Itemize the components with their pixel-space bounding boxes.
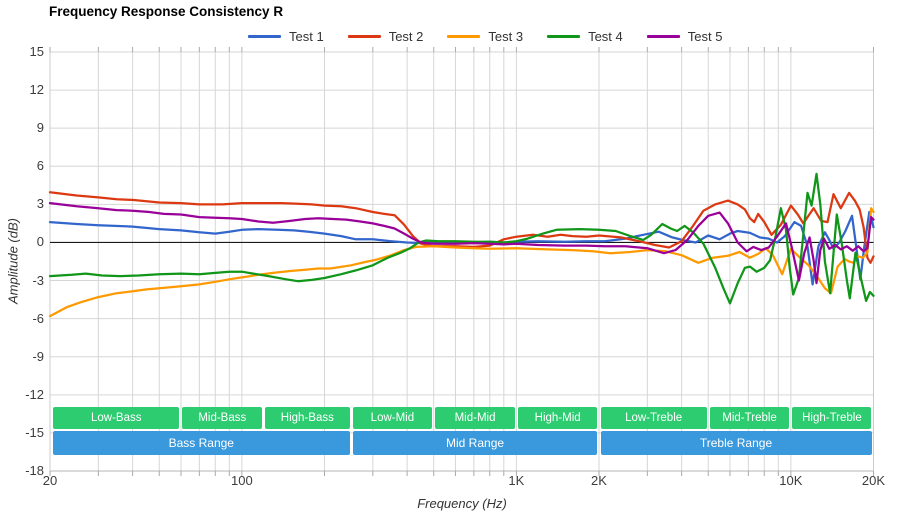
x-axis-title: Frequency (Hz): [417, 496, 507, 511]
y-axis-title: Amplitude (dB): [5, 218, 21, 304]
y-tick-label: -9: [32, 348, 44, 364]
y-tick-label: 15: [29, 44, 44, 59]
legend-item-test-1: Test 1: [248, 29, 324, 44]
y-tick-label: -18: [25, 463, 44, 478]
y-tick-label: -6: [32, 310, 44, 326]
x-tick-label: 10K: [779, 473, 803, 488]
y-tick-label: 9: [36, 120, 44, 136]
legend-line-swatch: [447, 35, 481, 38]
legend-label: Test 1: [289, 29, 324, 44]
legend-label: Test 3: [488, 29, 524, 44]
legend-item-test-4: Test 4: [547, 29, 623, 44]
y-tick-label: -12: [25, 386, 44, 402]
y-tick-label: 6: [36, 158, 44, 174]
x-tick-label: 2K: [591, 473, 607, 488]
band-low-treble: Low-Treble: [600, 407, 707, 429]
x-tick-label: 20: [42, 473, 58, 488]
legend-label: Test 2: [388, 29, 424, 44]
legend-line-swatch: [646, 35, 680, 38]
legend-line-swatch: [347, 35, 381, 38]
series-line-test-3: [48, 207, 875, 318]
y-tick-label: -15: [25, 424, 44, 440]
band-bass-range: Bass Range: [53, 431, 350, 455]
y-tick-label: -3: [32, 272, 44, 288]
band-low-mid: Low-Mid: [352, 407, 433, 429]
y-tick-label: 12: [29, 82, 44, 98]
y-tick-label: 0: [36, 234, 44, 250]
band-mid-bass: Mid-Bass: [182, 407, 263, 429]
band-high-mid: High-Mid: [517, 407, 598, 429]
band-treble-range: Treble Range: [600, 431, 872, 455]
chart-title: Frequency Response Consistency R: [49, 4, 284, 19]
band-high-treble: High-Treble: [792, 407, 872, 429]
legend: Test 1 Test 2 Test 3 Test 4 Test 5: [248, 29, 722, 44]
band-mid-range: Mid Range: [352, 431, 598, 455]
y-tick-label: 3: [36, 196, 44, 212]
band-mid-mid: Mid-Mid: [435, 407, 515, 429]
x-tick-label: 1K: [508, 473, 525, 488]
band-high-bass: High-Bass: [265, 407, 350, 429]
legend-line-swatch: [547, 35, 581, 38]
legend-line-swatch: [248, 35, 281, 38]
x-tick-label: 100: [231, 473, 253, 488]
legend-label: Test 5: [687, 29, 723, 44]
legend-label: Test 4: [588, 29, 623, 44]
legend-item-test-2: Test 2: [347, 29, 424, 44]
series-line-test-4: [48, 172, 875, 305]
band-low-bass: Low-Bass: [53, 407, 180, 429]
series-line-test-5: [48, 201, 875, 285]
series-line-test-2: [48, 191, 875, 264]
legend-item-test-3: Test 3: [447, 29, 523, 44]
band-mid-treble: Mid-Treble: [709, 407, 790, 429]
x-tick-label: 20K: [861, 473, 886, 488]
legend-item-test-5: Test 5: [646, 29, 723, 44]
